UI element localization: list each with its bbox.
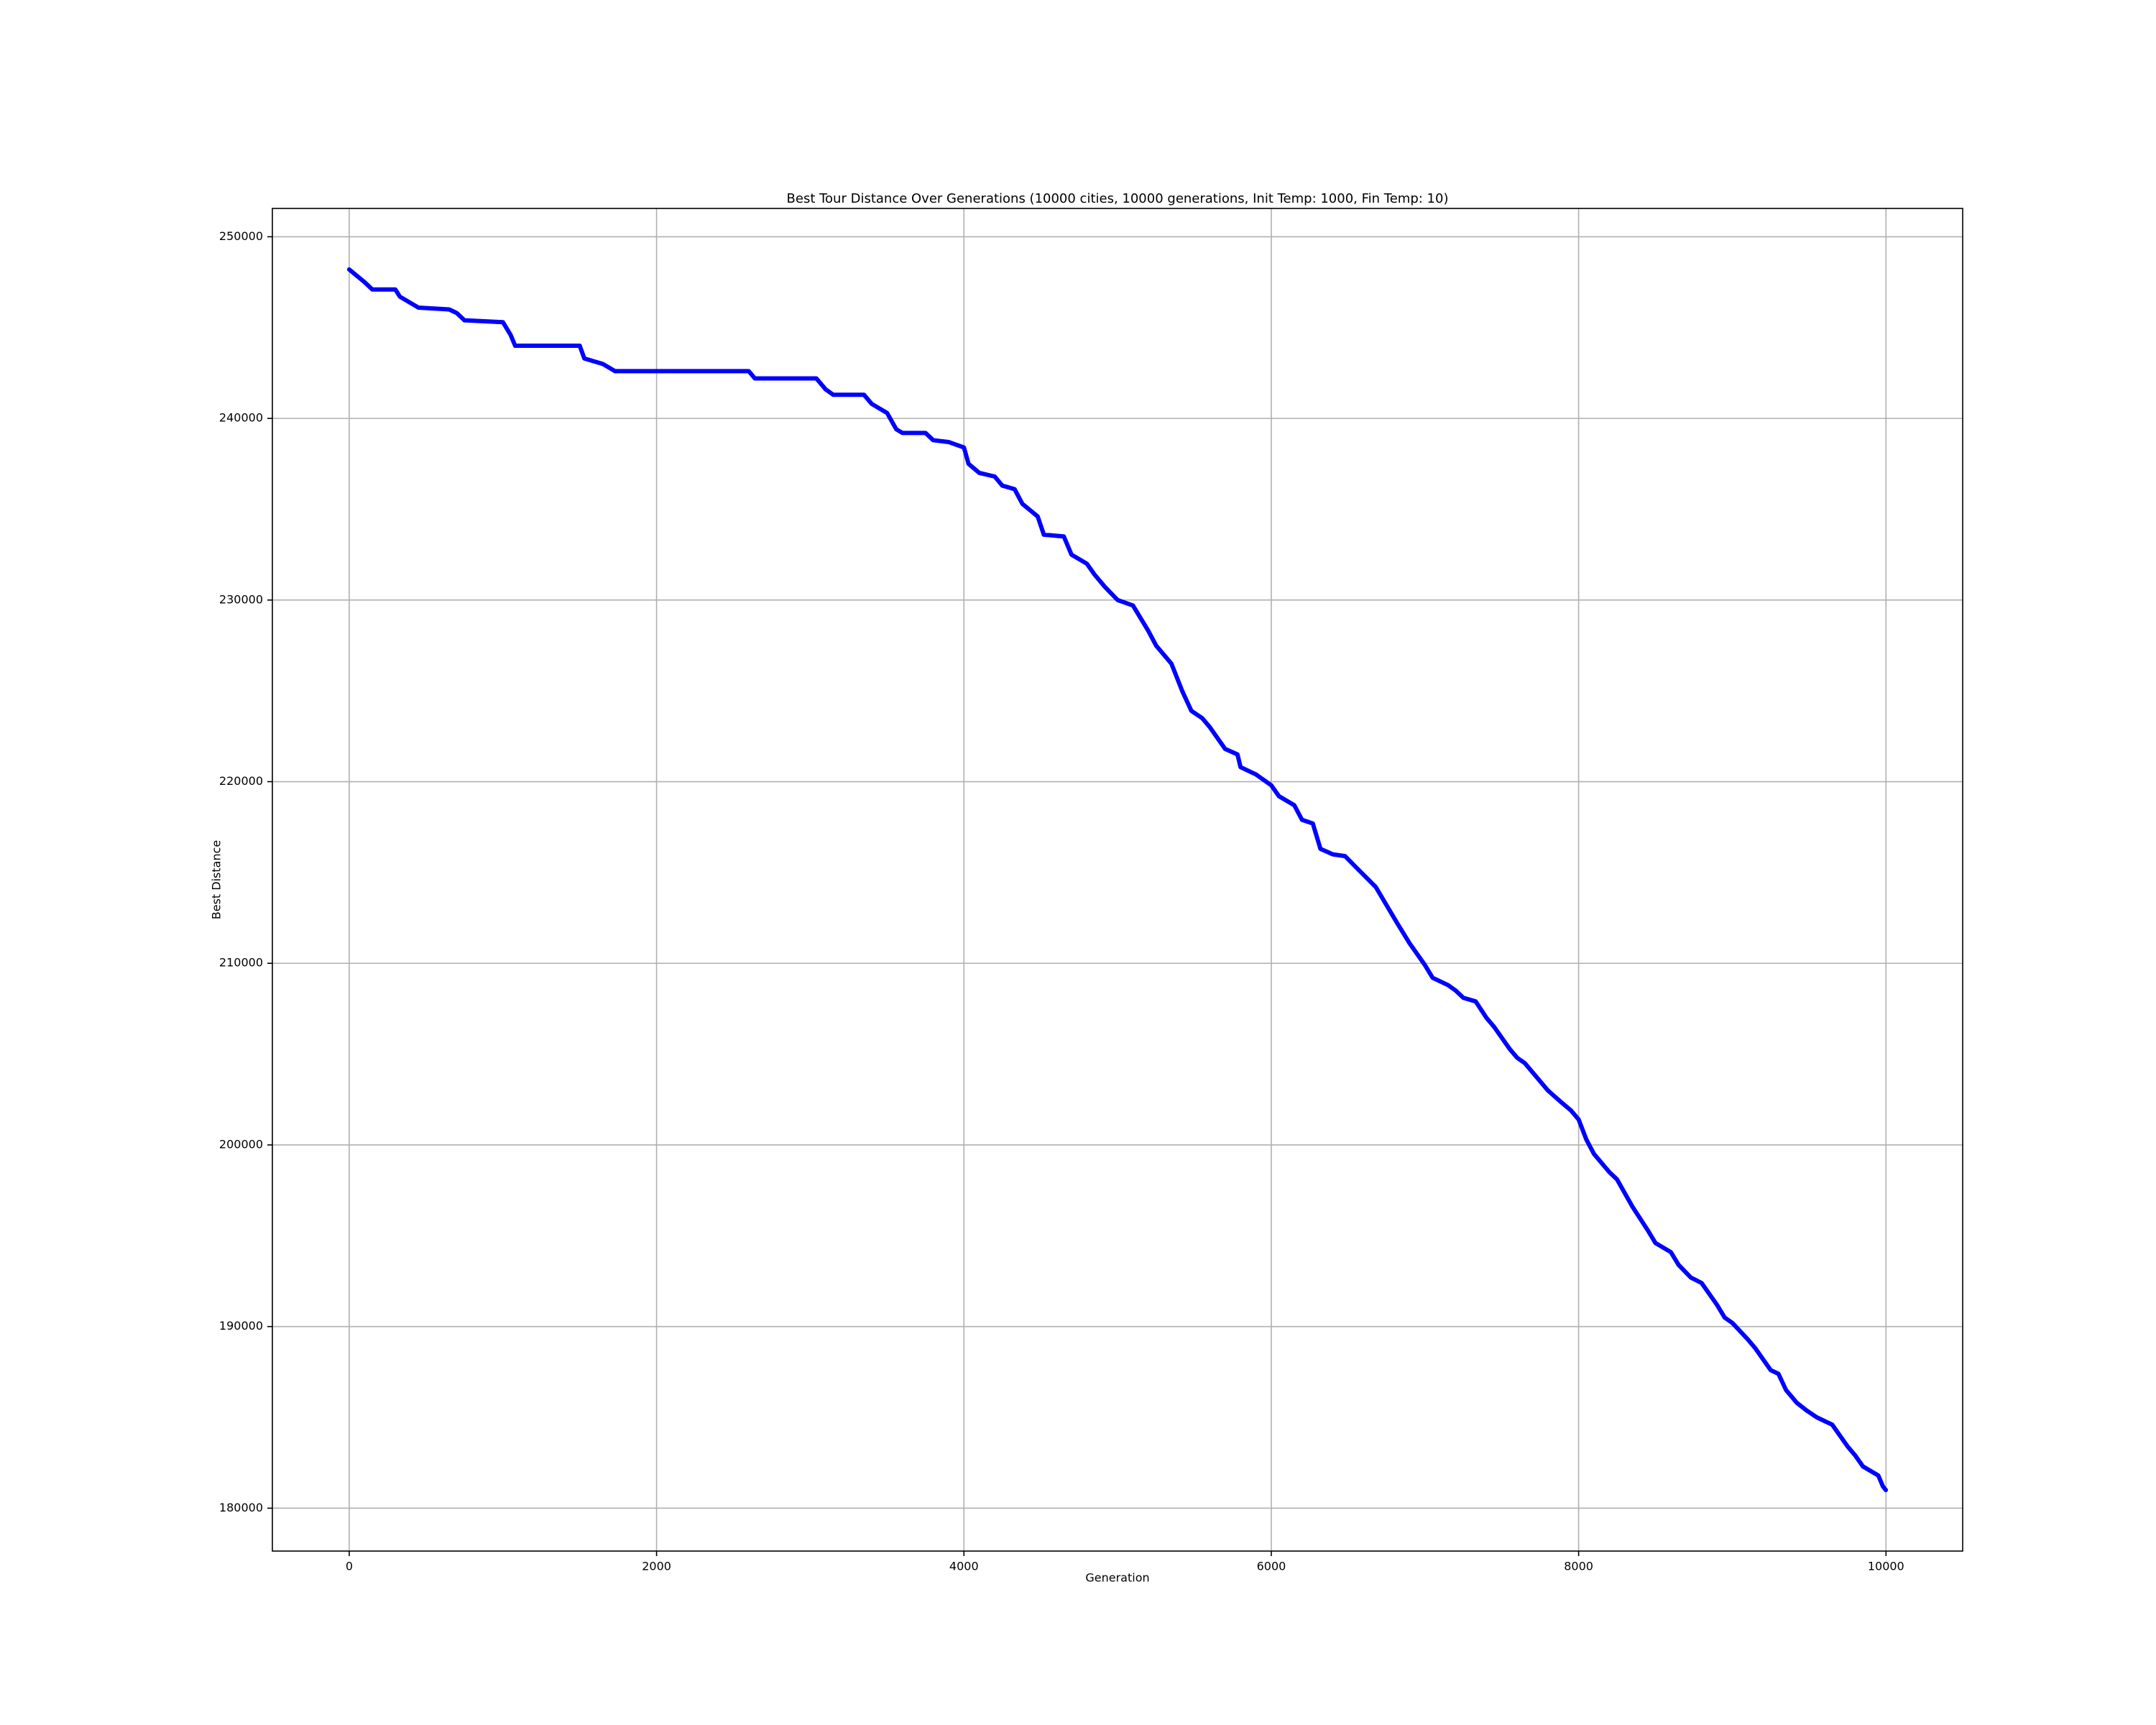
y-tick-label: 240000 (219, 411, 263, 425)
y-tick-label: 200000 (219, 1137, 263, 1151)
x-tick-label: 8000 (1564, 1560, 1593, 1573)
x-tick-label: 10000 (1868, 1560, 1904, 1573)
y-tick-label: 180000 (219, 1501, 263, 1514)
chart-title: Best Tour Distance Over Generations (100… (787, 191, 1449, 206)
y-tick-label: 220000 (219, 774, 263, 788)
x-tick-label: 0 (346, 1560, 353, 1573)
y-tick-label: 210000 (219, 956, 263, 970)
x-axis-label: Generation (1085, 1571, 1149, 1585)
y-tick-label: 250000 (219, 229, 263, 243)
plot-frame (272, 208, 1963, 1552)
series-line (346, 267, 1889, 1493)
x-tick-label: 4000 (949, 1560, 979, 1573)
x-tick-label: 6000 (1257, 1560, 1286, 1573)
y-tick-label: 190000 (219, 1319, 263, 1333)
y-axis-label: Best Distance (210, 840, 224, 919)
y-tick-label: 230000 (219, 592, 263, 606)
x-tick-label: 2000 (642, 1560, 671, 1573)
